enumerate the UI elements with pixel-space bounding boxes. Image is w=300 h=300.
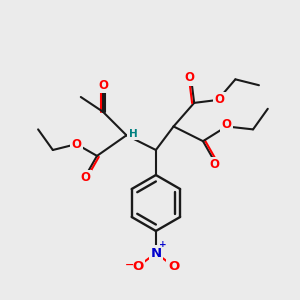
Text: O: O	[222, 118, 232, 131]
Text: O: O	[71, 138, 81, 151]
Text: −: −	[125, 260, 134, 270]
Text: O: O	[210, 158, 220, 171]
Text: N: N	[150, 247, 161, 260]
Text: O: O	[214, 93, 224, 106]
Text: O: O	[168, 260, 179, 273]
Text: O: O	[185, 71, 195, 84]
Text: H: H	[128, 129, 137, 139]
Text: +: +	[159, 240, 167, 249]
Text: O: O	[98, 79, 108, 92]
Text: O: O	[80, 172, 90, 184]
Text: O: O	[133, 260, 144, 273]
